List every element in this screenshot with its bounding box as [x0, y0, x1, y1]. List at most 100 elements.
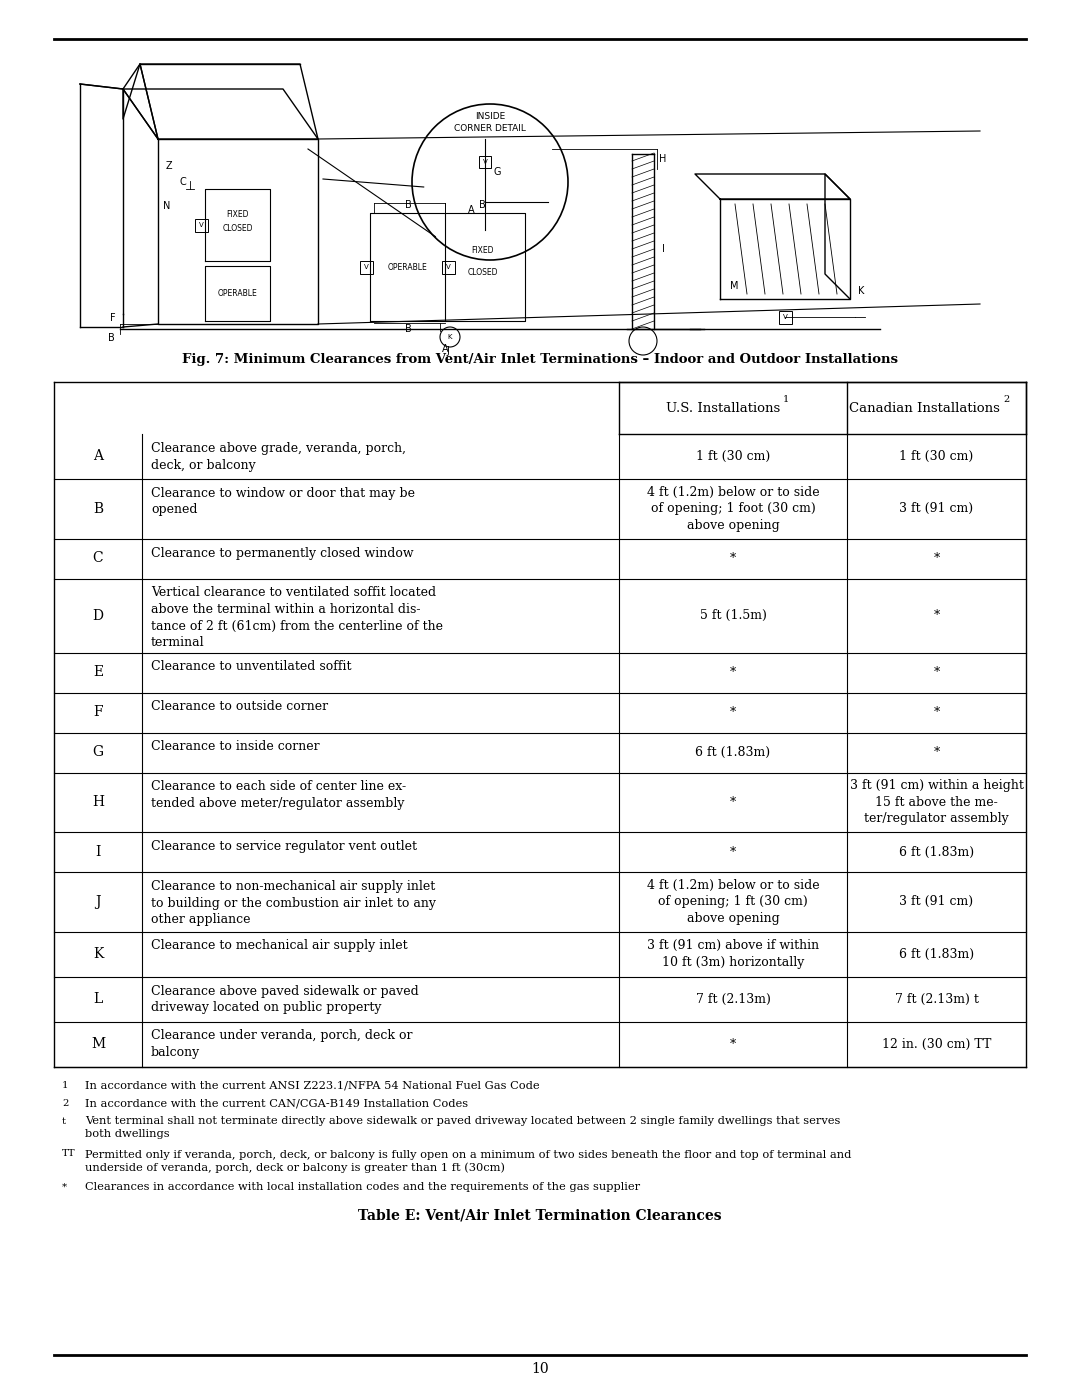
- Bar: [442, 260, 455, 274]
- Text: L: L: [93, 992, 103, 1006]
- Text: CLOSED: CLOSED: [468, 268, 498, 277]
- Text: *: *: [730, 666, 737, 679]
- Text: A: A: [469, 205, 475, 215]
- Text: D: D: [93, 609, 104, 623]
- Text: 1: 1: [783, 395, 789, 405]
- Text: J: J: [95, 894, 100, 909]
- Text: *: *: [730, 845, 737, 859]
- Text: F: F: [110, 313, 116, 323]
- Text: OPERABLE: OPERABLE: [388, 263, 428, 271]
- Text: *: *: [730, 552, 737, 564]
- Text: Fig. 7: Minimum Clearances from Vent/Air Inlet Terminations – Indoor and Outdoor: Fig. 7: Minimum Clearances from Vent/Air…: [183, 352, 897, 366]
- Text: Clearance to mechanical air supply inlet: Clearance to mechanical air supply inlet: [151, 940, 407, 953]
- Text: B: B: [405, 324, 411, 334]
- Text: Clearance to unventilated soffit: Clearance to unventilated soffit: [151, 661, 351, 673]
- Text: *: *: [933, 666, 940, 679]
- Text: C: C: [93, 552, 104, 566]
- Text: B: B: [478, 200, 485, 210]
- Text: 4 ft (1.2m) below or to side
of opening; 1 foot (30 cm)
above opening: 4 ft (1.2m) below or to side of opening;…: [647, 486, 820, 532]
- Text: I: I: [95, 845, 100, 859]
- Text: TT: TT: [62, 1150, 76, 1158]
- Text: V: V: [446, 264, 450, 270]
- Text: FIXED: FIXED: [226, 210, 248, 219]
- Bar: [360, 260, 373, 274]
- Text: 3 ft (91 cm) within a height
15 ft above the me-
ter/regulator assembly: 3 ft (91 cm) within a height 15 ft above…: [850, 780, 1024, 826]
- Text: G: G: [492, 168, 500, 177]
- Text: CORNER DETAIL: CORNER DETAIL: [454, 124, 526, 133]
- Text: Clearance above paved sidewalk or paved
driveway located on public property: Clearance above paved sidewalk or paved …: [151, 985, 419, 1014]
- Bar: [779, 310, 792, 324]
- Text: B: B: [93, 502, 103, 515]
- Text: Clearance above grade, veranda, porch,
deck, or balcony: Clearance above grade, veranda, porch, d…: [151, 441, 406, 472]
- Text: Clearance to outside corner: Clearance to outside corner: [151, 700, 328, 714]
- Text: 4 ft (1.2m) below or to side
of opening; 1 ft (30 cm)
above opening: 4 ft (1.2m) below or to side of opening;…: [647, 879, 820, 925]
- Bar: [194, 218, 207, 232]
- Text: *: *: [933, 746, 940, 759]
- Text: 7 ft (2.13m): 7 ft (2.13m): [696, 992, 770, 1006]
- Text: C: C: [179, 177, 187, 187]
- Text: Vent terminal shall not terminate directly above sidewalk or paved driveway loca: Vent terminal shall not terminate direct…: [85, 1116, 840, 1140]
- Text: 6 ft (1.83m): 6 ft (1.83m): [696, 746, 770, 759]
- Text: FIXED: FIXED: [472, 246, 495, 256]
- Text: N: N: [163, 201, 171, 211]
- Text: Z: Z: [166, 161, 173, 170]
- Text: 2: 2: [62, 1098, 68, 1108]
- Text: 10: 10: [531, 1362, 549, 1376]
- Text: Clearance to inside corner: Clearance to inside corner: [151, 740, 320, 753]
- Text: INSIDE: INSIDE: [475, 112, 505, 122]
- Text: *: *: [730, 1038, 737, 1051]
- Text: In accordance with the current ANSI Z223.1/NFPA 54 National Fuel Gas Code: In accordance with the current ANSI Z223…: [85, 1080, 540, 1091]
- Text: Vertical clearance to ventilated soffit located
above the terminal within a hori: Vertical clearance to ventilated soffit …: [151, 587, 443, 650]
- Text: A: A: [442, 344, 448, 353]
- Text: *: *: [933, 705, 940, 719]
- Text: M: M: [91, 1037, 105, 1051]
- Text: Clearance to permanently closed window: Clearance to permanently closed window: [151, 546, 414, 560]
- Text: B: B: [108, 332, 114, 344]
- Text: H: H: [92, 795, 104, 809]
- Text: *: *: [62, 1182, 67, 1192]
- Text: 6 ft (1.83m): 6 ft (1.83m): [899, 947, 974, 961]
- Text: V: V: [364, 264, 368, 270]
- Text: Canadian Installations: Canadian Installations: [849, 401, 1004, 415]
- Text: Table E: Vent/Air Inlet Termination Clearances: Table E: Vent/Air Inlet Termination Clea…: [359, 1208, 721, 1222]
- Text: In accordance with the current CAN/CGA-B149 Installation Codes: In accordance with the current CAN/CGA-B…: [85, 1098, 468, 1108]
- Text: Clearances in accordance with local installation codes and the requirements of t: Clearances in accordance with local inst…: [85, 1182, 640, 1193]
- Text: 2: 2: [1003, 395, 1010, 405]
- Text: 3 ft (91 cm) above if within
10 ft (3m) horizontally: 3 ft (91 cm) above if within 10 ft (3m) …: [647, 939, 819, 968]
- Text: Clearance to service regulator vent outlet: Clearance to service regulator vent outl…: [151, 840, 417, 854]
- Text: OPERABLE: OPERABLE: [218, 289, 257, 298]
- Text: CLOSED: CLOSED: [222, 224, 253, 233]
- Text: K: K: [448, 334, 453, 339]
- Text: 12 in. (30 cm) TT: 12 in. (30 cm) TT: [881, 1038, 991, 1051]
- Text: K: K: [93, 947, 104, 961]
- Text: *: *: [933, 609, 940, 622]
- Text: 5 ft (1.5m): 5 ft (1.5m): [700, 609, 767, 622]
- Text: Clearance under veranda, porch, deck or
balcony: Clearance under veranda, porch, deck or …: [151, 1030, 413, 1059]
- Text: B: B: [405, 200, 411, 210]
- Text: 7 ft (2.13m) t: 7 ft (2.13m) t: [894, 992, 978, 1006]
- Text: *: *: [933, 552, 940, 564]
- Text: 1: 1: [62, 1080, 68, 1090]
- Text: A: A: [93, 450, 103, 464]
- Circle shape: [629, 327, 657, 355]
- Text: M: M: [730, 281, 739, 291]
- Text: H: H: [659, 154, 666, 163]
- Text: *: *: [730, 705, 737, 719]
- Text: *: *: [730, 796, 737, 809]
- Text: I: I: [662, 244, 665, 254]
- Text: E: E: [93, 665, 103, 679]
- Text: V: V: [483, 159, 487, 165]
- Text: J: J: [446, 346, 449, 356]
- Text: G: G: [93, 746, 104, 760]
- Text: Clearance to non-mechanical air supply inlet
to building or the combustion air i: Clearance to non-mechanical air supply i…: [151, 880, 436, 926]
- Text: 1 ft (30 cm): 1 ft (30 cm): [900, 450, 974, 462]
- Text: F: F: [93, 705, 103, 719]
- Text: U.S. Installations: U.S. Installations: [665, 401, 784, 415]
- Text: 3 ft (91 cm): 3 ft (91 cm): [900, 895, 973, 908]
- Bar: [480, 156, 491, 168]
- Text: 6 ft (1.83m): 6 ft (1.83m): [899, 845, 974, 859]
- Text: Clearance to window or door that may be
opened: Clearance to window or door that may be …: [151, 488, 415, 517]
- Text: V: V: [783, 314, 787, 320]
- Text: Clearance to each side of center line ex-
tended above meter/regulator assembly: Clearance to each side of center line ex…: [151, 781, 406, 810]
- Text: t: t: [62, 1116, 66, 1126]
